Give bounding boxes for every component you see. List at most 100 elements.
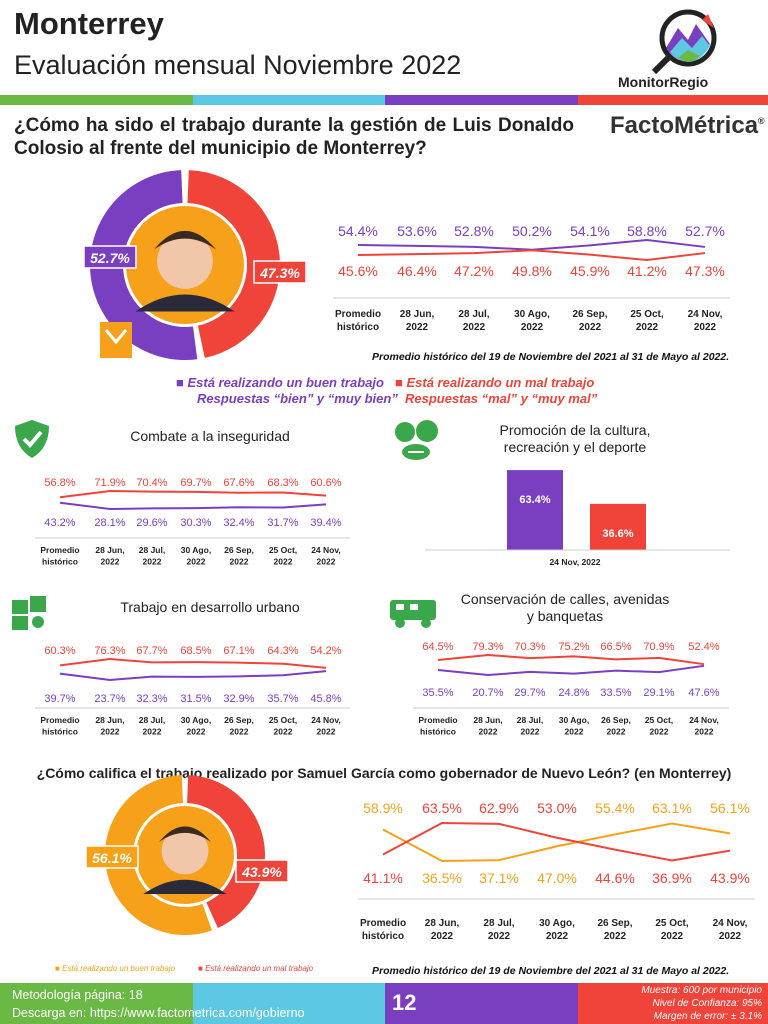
sample-info: Muestra: 600 por municipio Nivel de Conf… [641, 984, 762, 1023]
legend2-good: ■ Está realizando un buen trabajo [55, 964, 176, 973]
x-tick-label: histórico [337, 322, 379, 333]
factometrica-logo: FactoMétrica® [610, 112, 765, 140]
data-label: 29.7% [514, 687, 545, 699]
download-link[interactable]: https://www.factometrica.com/gobierno [89, 1006, 305, 1020]
x-tick-label: Promedio [360, 918, 406, 929]
data-label: 63.1% [652, 800, 692, 816]
calles-chart: 64.5% 35.5% Promedio histórico 79.3% 20.7% 28 … [413, 641, 729, 737]
data-label: 70.9% [643, 641, 674, 653]
data-label: 49.8% [512, 263, 552, 279]
series-line [59, 657, 327, 669]
donut-slice [187, 170, 281, 358]
x-tick-label: 28 Jun, [425, 918, 460, 929]
data-label: 53.6% [397, 223, 437, 239]
x-tick-label: 28 Jul, [483, 918, 514, 929]
data-label: 56.1% [710, 800, 750, 816]
x-tick-label: 2022 [521, 322, 544, 333]
legend2-good-label: Está realizando un buen trabajo [62, 964, 176, 973]
legend-bad-label: Está realizando un mal trabajo [406, 375, 595, 390]
data-label: 41.2% [627, 263, 667, 279]
x-tick-label: 2022 [636, 322, 659, 333]
x-tick-label: 30 Ago, [514, 309, 550, 320]
sports-balls-icon [395, 420, 438, 460]
x-tick-label: 26 Sep, [224, 545, 254, 555]
portrait-face [157, 233, 213, 289]
x-tick-label: 2022 [650, 727, 669, 737]
question-samuel: ¿Cómo califica el trabajo realizado por … [36, 765, 732, 781]
x-tick-label: 2022 [604, 931, 627, 942]
data-label: 33.5% [600, 687, 631, 699]
chart-title-urbano: Trabajo en desarrollo urbano [120, 599, 300, 615]
donut-label: 52.7% [90, 250, 130, 266]
data-label: 52.4% [688, 641, 719, 653]
data-label: 32.3% [136, 693, 167, 705]
x-tick-label: 2022 [479, 727, 498, 737]
x-tick-label: Promedio [40, 715, 79, 725]
legend2-bad: ■ Está realizando un mal trabajo [198, 964, 314, 973]
x-tick-label: 25 Oct, [630, 309, 664, 320]
data-label: 32.4% [223, 517, 254, 529]
footer-purple [385, 983, 578, 1024]
confidence-level: Nivel de Confianza: 95% [652, 998, 762, 1009]
x-tick-label: 2022 [317, 557, 336, 567]
error-margin: Margen de error: ± 3.1% [653, 1011, 762, 1022]
x-tick-label: 25 Oct, [269, 545, 297, 555]
historic-note: Promedio histórico del 19 de Noviembre d… [372, 351, 730, 363]
bar [507, 470, 563, 550]
x-tick-label: 2022 [274, 557, 293, 567]
inseguridad-chart: 56.8% 43.2% Promedio histórico 71.9% 28.1% 28 … [35, 477, 350, 567]
x-tick-label: 2022 [719, 931, 742, 942]
x-tick-label: 2022 [694, 322, 717, 333]
data-label: 69.7% [180, 477, 211, 489]
x-tick-label: 2022 [230, 557, 249, 567]
data-label: 20.7% [472, 687, 503, 699]
download-text: Descarga en: https://www.factometrica.co… [12, 1006, 305, 1020]
data-label: 58.8% [627, 223, 667, 239]
data-label: 63.5% [422, 800, 462, 816]
data-label: 54.1% [570, 223, 610, 239]
x-tick-label: 24 Nov, [688, 309, 723, 320]
data-label: 70.3% [514, 641, 545, 653]
data-label: 67.6% [223, 477, 254, 489]
series-line [382, 821, 731, 862]
x-tick-label: 28 Jun, [95, 545, 124, 555]
urbano-chart: 60.3% 39.7% Promedio histórico 76.3% 23.7% 28 … [35, 645, 350, 737]
series-line [357, 238, 706, 251]
series-line [59, 501, 327, 511]
data-label: 39.7% [44, 693, 75, 705]
bar-label: 36.6% [602, 528, 633, 540]
data-label: 45.8% [310, 693, 341, 705]
series-line [59, 670, 327, 682]
data-label: 67.7% [136, 645, 167, 657]
page-number: 12 [392, 990, 417, 1015]
donut-label: 56.1% [92, 850, 132, 866]
legend-bad-sub: Respuestas “mal” y “muy mal” [405, 391, 598, 406]
portrait-hair [154, 230, 216, 250]
data-label: 36.9% [652, 870, 692, 886]
color-band-red [578, 95, 768, 105]
x-tick-label: 2022 [187, 727, 206, 737]
legend-good: ■ Está realizando un buen trabajo [176, 375, 384, 390]
data-label: 71.9% [94, 477, 125, 489]
data-label: 60.3% [44, 645, 75, 657]
data-label: 36.5% [422, 870, 462, 886]
x-tick-label: 28 Jul, [139, 545, 165, 555]
data-label: 76.3% [94, 645, 125, 657]
donut-label-box [253, 260, 307, 284]
data-label: 32.9% [223, 693, 254, 705]
x-tick-label: 28 Jul, [458, 309, 489, 320]
footer-cyan [193, 983, 385, 1024]
x-tick-label: 26 Sep, [224, 715, 254, 725]
data-label: 56.8% [44, 477, 75, 489]
x-tick-label: 28 Jul, [139, 715, 165, 725]
data-label: 23.7% [94, 693, 125, 705]
x-tick-label: Promedio [418, 715, 457, 725]
color-band-green [0, 95, 193, 105]
x-tick-label: 2022 [187, 557, 206, 567]
data-label: 29.6% [136, 517, 167, 529]
monitorregio-logo-icon [651, 9, 717, 74]
x-tick-label: 26 Sep, [597, 918, 632, 929]
methodology-text: Metodología página: 18 [12, 988, 143, 1002]
data-label: 47.3% [685, 263, 725, 279]
samuel-trend-chart: 58.9% 41.1% Promedio histórico 63.5% 36.5% 28 … [358, 800, 755, 942]
